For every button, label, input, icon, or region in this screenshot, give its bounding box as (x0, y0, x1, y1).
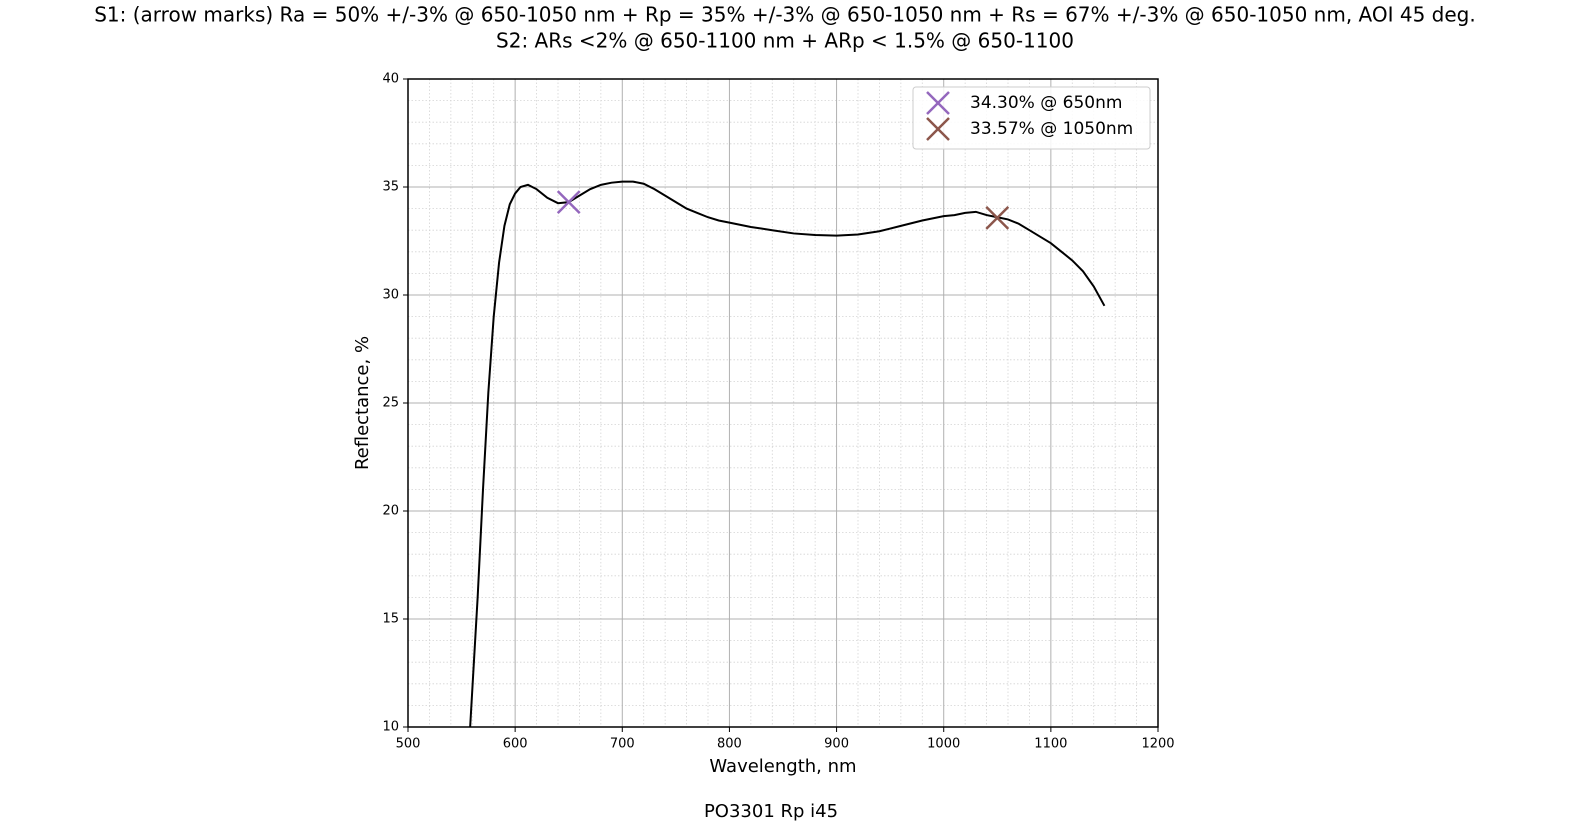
y-tick-label: 35 (382, 180, 399, 195)
y-tick-label: 15 (382, 612, 399, 627)
data-marker (985, 206, 1010, 230)
y-tick-label: 40 (382, 72, 399, 87)
legend-label: 33.57% @ 1050nm (970, 119, 1133, 139)
legend-marker (926, 91, 950, 115)
x-tick-label: 900 (824, 737, 849, 752)
x-tick-label: 1100 (1034, 737, 1067, 752)
legend-label: 34.30% @ 650nm (970, 93, 1122, 113)
x-tick-label: 1000 (927, 737, 960, 752)
marker-stroke (556, 190, 581, 215)
data-marker (556, 190, 581, 215)
x-tick-label: 500 (396, 737, 421, 752)
data-line (469, 180, 1106, 728)
marker-stroke (926, 117, 950, 141)
plot-frame (407, 78, 1159, 728)
x-tick-label: 600 (503, 737, 528, 752)
x-tick-label: 800 (717, 737, 742, 752)
legend-box (912, 86, 1151, 150)
x-tick-label: 700 (610, 737, 635, 752)
y-tick-label: 10 (382, 720, 399, 735)
caption: PO3301 Rp i45 (704, 801, 838, 822)
legend-marker (926, 117, 950, 141)
y-tick-label: 25 (382, 396, 399, 411)
marker-stroke (985, 206, 1010, 230)
chart-title: S1: (arrow marks) Ra = 50% +/-3% @ 650-1… (94, 3, 1476, 27)
y-tick-label: 30 (382, 288, 399, 303)
x-axis-label: Wavelength, nm (709, 756, 856, 777)
marker-stroke (926, 91, 950, 115)
y-tick-label: 20 (382, 504, 399, 519)
y-axis-label: Reflectance, % (352, 336, 373, 470)
x-tick-label: 1200 (1141, 737, 1174, 752)
chart-subtitle: S2: ARs <2% @ 650-1100 nm + ARp < 1.5% @… (496, 29, 1074, 53)
